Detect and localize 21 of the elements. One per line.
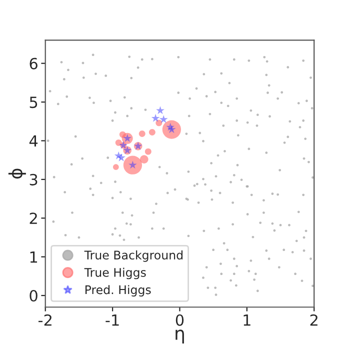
y-tick-label: 2 [30, 212, 37, 224]
legend-label: True Higgs [84, 268, 146, 280]
x-axis-title: η [176, 330, 184, 344]
point [156, 106, 164, 114]
x-tick-label: -1 [106, 314, 119, 326]
y-axis-title: ϕ [8, 168, 26, 179]
y-tick-label: 0 [30, 290, 38, 302]
legend-label: Pred. Higgs [85, 285, 151, 296]
y-tick-label: 6 [30, 58, 38, 70]
x-tick-label: 2 [310, 314, 318, 326]
x-tick-label: 1 [244, 314, 250, 326]
point [151, 114, 160, 122]
y-tick-label: 1 [30, 251, 38, 263]
y-tick-label: 3 [30, 174, 38, 186]
x-tick-label: 0 [176, 314, 184, 326]
x-tick-label: -2 [38, 314, 52, 326]
point [159, 115, 168, 124]
y-tick-label: 5 [30, 96, 38, 108]
legend-label: True Background [84, 250, 182, 262]
y-tick-label: 4 [29, 135, 38, 147]
point [117, 153, 126, 162]
